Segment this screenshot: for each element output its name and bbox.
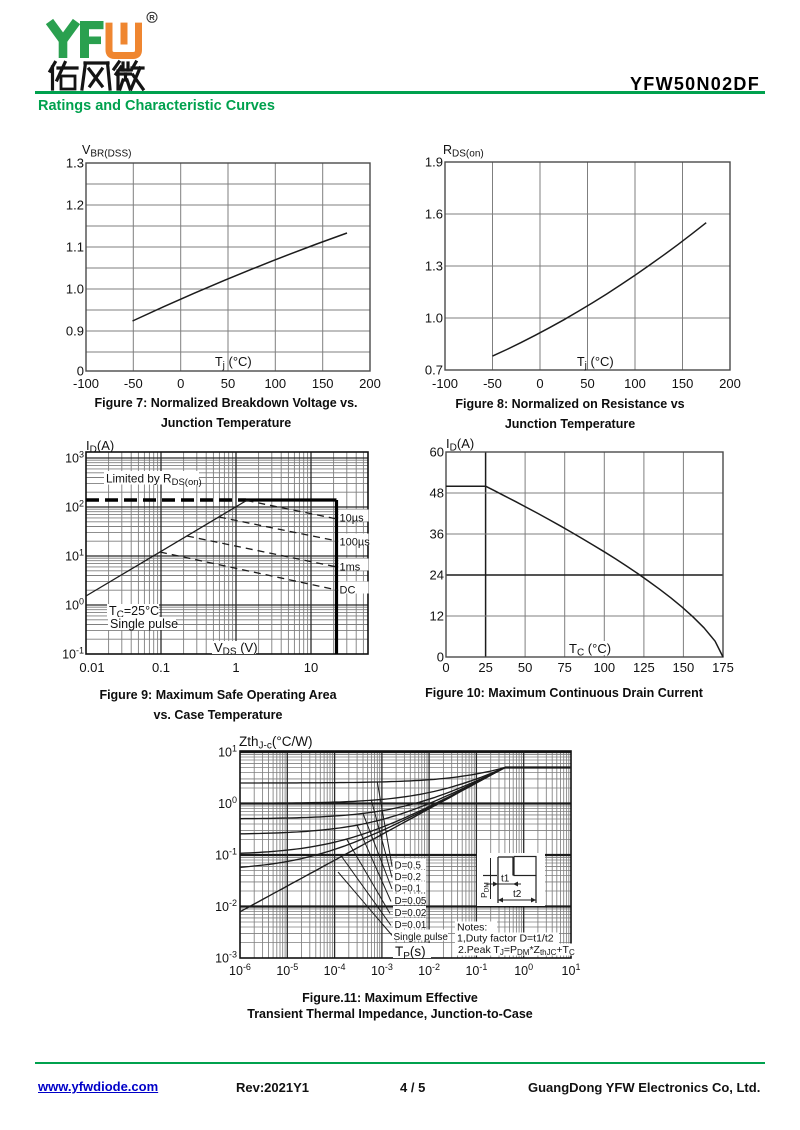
svg-text:200: 200: [359, 376, 381, 391]
svg-text:0.9: 0.9: [66, 324, 84, 339]
svg-text:200: 200: [719, 376, 741, 391]
svg-text:100: 100: [514, 962, 533, 978]
svg-text:10-1: 10-1: [215, 847, 237, 863]
svg-text:150: 150: [673, 660, 695, 675]
svg-text:1.9: 1.9: [425, 155, 443, 170]
svg-text:0.1: 0.1: [152, 660, 170, 675]
svg-text:TC (°C): TC (°C): [569, 641, 611, 659]
svg-text:D=0.01: D=0.01: [395, 920, 427, 931]
svg-text:R: R: [149, 13, 155, 22]
svg-text:101: 101: [218, 744, 237, 760]
svg-text:24: 24: [430, 568, 444, 583]
svg-text:1.0: 1.0: [66, 282, 84, 297]
svg-text:1.6: 1.6: [425, 207, 443, 222]
svg-text:10-5: 10-5: [276, 962, 298, 978]
svg-text:100: 100: [218, 795, 237, 811]
svg-text:10-2: 10-2: [215, 898, 237, 914]
svg-text:100: 100: [65, 597, 84, 613]
svg-text:-100: -100: [73, 376, 99, 391]
svg-text:75: 75: [557, 660, 571, 675]
svg-text:D=0.05: D=0.05: [395, 896, 427, 907]
svg-text:10: 10: [304, 660, 318, 675]
svg-text:ID(A): ID(A): [446, 436, 474, 454]
svg-text:-50: -50: [124, 376, 143, 391]
svg-text:VDS (V): VDS (V): [214, 640, 258, 658]
svg-text:1.1: 1.1: [66, 240, 84, 255]
svg-text:0: 0: [442, 660, 449, 675]
svg-text:10µs: 10µs: [340, 513, 365, 525]
svg-text:0: 0: [77, 364, 84, 379]
svg-text:12: 12: [430, 609, 444, 624]
svg-text:Tj (°C): Tj (°C): [215, 354, 252, 372]
svg-text:100: 100: [593, 660, 615, 675]
svg-text:150: 150: [672, 376, 694, 391]
svg-text:48: 48: [430, 486, 444, 501]
svg-text:1.3: 1.3: [425, 259, 443, 274]
svg-text:10-6: 10-6: [229, 962, 251, 978]
svg-text:100: 100: [264, 376, 286, 391]
svg-text:175: 175: [712, 660, 734, 675]
svg-text:50: 50: [518, 660, 532, 675]
svg-text:60: 60: [430, 445, 444, 460]
svg-text:102: 102: [65, 499, 84, 515]
svg-text:0: 0: [536, 376, 543, 391]
svg-text:0.01: 0.01: [79, 660, 104, 675]
svg-text:101: 101: [65, 548, 84, 564]
svg-text:Single pulse: Single pulse: [394, 932, 449, 943]
svg-text:TP(s): TP(s): [395, 944, 426, 962]
svg-text:D=0.2: D=0.2: [395, 872, 421, 883]
svg-text:125: 125: [633, 660, 655, 675]
svg-text:ZthJ-c(°C/W): ZthJ-c(°C/W): [239, 734, 313, 752]
svg-text:50: 50: [221, 376, 235, 391]
svg-text:D=0.02: D=0.02: [395, 908, 427, 919]
svg-text:10-2: 10-2: [418, 962, 440, 978]
svg-text:TC=25°C: TC=25°C: [109, 604, 159, 621]
svg-text:1,Duty factor D=t1/t2: 1,Duty factor D=t1/t2: [457, 933, 554, 945]
svg-text:36: 36: [430, 527, 444, 542]
svg-text:t2: t2: [513, 889, 522, 900]
svg-text:Tj (°C): Tj (°C): [577, 354, 614, 372]
svg-text:-50: -50: [483, 376, 502, 391]
svg-text:1.0: 1.0: [425, 311, 443, 326]
svg-text:1.3: 1.3: [66, 156, 84, 171]
svg-text:1: 1: [232, 660, 239, 675]
svg-text:25: 25: [478, 660, 492, 675]
svg-text:PDM: PDM: [479, 882, 491, 898]
svg-text:0: 0: [437, 650, 444, 665]
svg-text:10-4: 10-4: [324, 962, 346, 978]
svg-text:101: 101: [562, 962, 581, 978]
svg-text:D=0.5: D=0.5: [395, 861, 422, 872]
svg-text:DC: DC: [340, 585, 356, 597]
svg-text:100: 100: [624, 376, 646, 391]
svg-text:100µs: 100µs: [340, 537, 371, 549]
svg-text:-100: -100: [432, 376, 458, 391]
svg-text:t1: t1: [501, 874, 510, 885]
svg-text:2.Peak TJ=PDM*ZthJC+TC: 2.Peak TJ=PDM*ZthJC+TC: [458, 944, 575, 957]
svg-text:50: 50: [580, 376, 594, 391]
svg-text:1.2: 1.2: [66, 198, 84, 213]
svg-text:ID(A): ID(A): [86, 438, 114, 456]
svg-text:D=0.1: D=0.1: [395, 884, 421, 895]
svg-text:Single pulse: Single pulse: [110, 617, 178, 631]
svg-text:10-3: 10-3: [371, 962, 393, 978]
svg-text:VBR(DSS): VBR(DSS): [82, 143, 131, 160]
svg-text:0: 0: [177, 376, 184, 391]
svg-text:1ms: 1ms: [340, 562, 361, 574]
svg-text:RDS(on): RDS(on): [443, 143, 484, 160]
svg-text:10-1: 10-1: [465, 962, 487, 978]
svg-text:103: 103: [65, 450, 84, 466]
svg-text:0.7: 0.7: [425, 363, 443, 378]
svg-text:150: 150: [312, 376, 334, 391]
svg-text:Notes:: Notes:: [457, 922, 487, 934]
